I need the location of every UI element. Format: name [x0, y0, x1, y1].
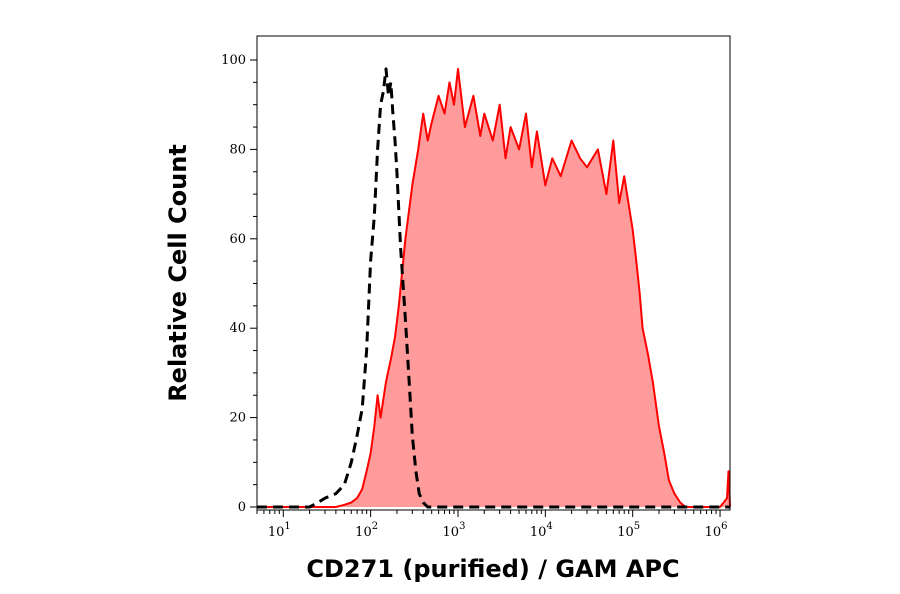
- x-tick-label: 106: [705, 521, 728, 540]
- y-tick-label: 20: [229, 411, 246, 426]
- x-tick-label: 105: [617, 521, 640, 540]
- y-tick-label: 100: [221, 53, 246, 68]
- x-tick-label: 102: [355, 521, 378, 540]
- x-tick-label: 101: [268, 521, 291, 540]
- y-axis: 0 20 40 60 80 100: [221, 53, 257, 515]
- series-0-area: [257, 68, 730, 508]
- y-tick-label: 60: [229, 232, 246, 247]
- series-layer: [257, 67, 731, 509]
- series-0-line: [257, 67, 731, 508]
- x-tick-label: 103: [443, 521, 466, 540]
- x-axis: 101 102 103 104 105 106: [256, 510, 728, 540]
- x-tick-label: 104: [530, 521, 553, 540]
- plot-frame: [256, 35, 731, 511]
- x-axis-title: CD271 (purified) / GAM APC: [306, 555, 679, 583]
- series-1-line: [257, 67, 730, 509]
- y-tick-label: 0: [238, 500, 246, 515]
- y-tick-label: 80: [229, 142, 246, 157]
- y-tick-label: 40: [229, 321, 246, 336]
- y-axis-title: Relative Cell Count: [164, 144, 192, 402]
